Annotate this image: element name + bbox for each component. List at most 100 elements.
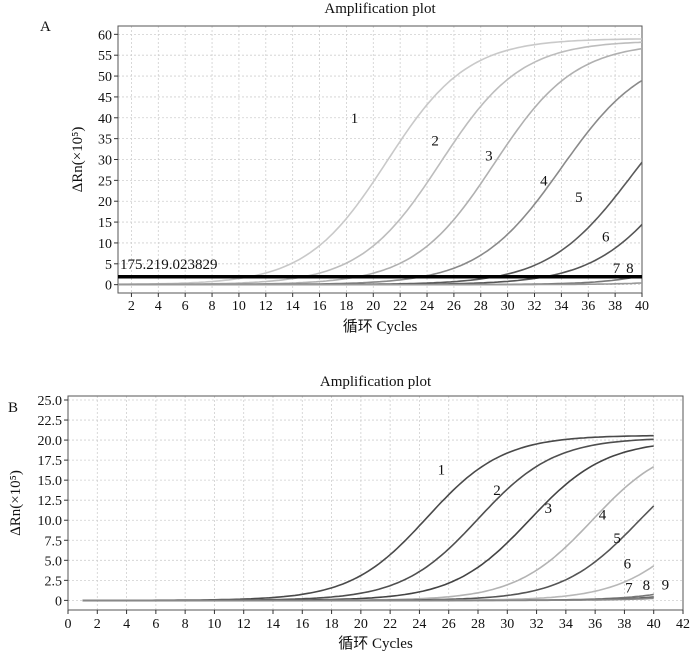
series-label-9: 9 bbox=[662, 577, 670, 593]
y-tick-label: 40 bbox=[98, 112, 112, 127]
axis-ticks: 0 2 4 6 8 10 12 14 16 18 20 22 24 26 28 30 32 34 36 38 40 420… bbox=[38, 394, 691, 632]
series-label-5: 5 bbox=[613, 531, 621, 547]
x-tick-label: 12 bbox=[237, 617, 251, 632]
plot-frame bbox=[67, 395, 684, 611]
series-label-8: 8 bbox=[626, 261, 634, 277]
panel-label: B bbox=[8, 400, 18, 416]
series-label-3: 3 bbox=[545, 501, 553, 517]
series-label-7: 7 bbox=[613, 261, 621, 277]
y-tick-label: 25 bbox=[98, 174, 112, 189]
x-tick-label: 2 bbox=[128, 299, 135, 314]
x-tick-label: 10 bbox=[207, 617, 221, 632]
series-line-8 bbox=[118, 282, 642, 286]
panel-label: A bbox=[40, 19, 51, 35]
y-tick-label: 5 bbox=[105, 258, 112, 273]
x-tick-label: 8 bbox=[182, 617, 189, 632]
x-tick-label: 38 bbox=[617, 617, 631, 632]
y-axis-title: ΔRn(×10⁵) bbox=[8, 470, 24, 536]
series-line-1 bbox=[118, 38, 642, 286]
y-tick-label: 35 bbox=[98, 133, 112, 148]
series-line-4 bbox=[118, 79, 642, 286]
x-tick-label: 6 bbox=[152, 617, 159, 632]
x-tick-label: 42 bbox=[676, 617, 690, 632]
x-tick-label: 32 bbox=[528, 299, 542, 314]
y-tick-label: 15 bbox=[98, 216, 112, 231]
series-lines bbox=[82, 434, 655, 602]
x-tick-label: 30 bbox=[500, 617, 514, 632]
x-tick-label: 16 bbox=[313, 299, 327, 314]
y-tick-label: 7.5 bbox=[45, 534, 63, 549]
x-tick-label: 34 bbox=[554, 299, 568, 314]
x-tick-label: 36 bbox=[581, 299, 595, 314]
y-tick-label: 10 bbox=[98, 237, 112, 252]
x-tick-label: 18 bbox=[339, 299, 353, 314]
y-axis-title: ΔRn(×10⁵) bbox=[70, 127, 86, 193]
y-tick-label: 30 bbox=[98, 154, 112, 169]
x-tick-label: 36 bbox=[588, 617, 602, 632]
y-tick-label: 20 bbox=[98, 195, 112, 210]
y-tick-label: 60 bbox=[98, 28, 112, 43]
series-label-3: 3 bbox=[485, 148, 493, 164]
y-tick-label: 15.0 bbox=[38, 474, 63, 489]
y-tick-label: 45 bbox=[98, 91, 112, 106]
x-tick-label: 28 bbox=[471, 617, 485, 632]
x-tick-label: 26 bbox=[447, 299, 461, 314]
x-tick-label: 26 bbox=[442, 617, 456, 632]
x-tick-label: 20 bbox=[366, 299, 380, 314]
x-tick-label: 4 bbox=[123, 617, 130, 632]
y-tick-label: 17.5 bbox=[38, 454, 63, 469]
series-label-1: 1 bbox=[438, 463, 446, 479]
x-tick-label: 30 bbox=[501, 299, 515, 314]
x-tick-label: 4 bbox=[155, 299, 162, 314]
x-tick-label: 38 bbox=[608, 299, 622, 314]
series-label-7: 7 bbox=[625, 581, 633, 597]
x-axis-title: 循环 Cycles bbox=[338, 635, 413, 652]
series-label-2: 2 bbox=[493, 483, 501, 499]
x-tick-label: 32 bbox=[530, 617, 544, 632]
y-tick-label: 0 bbox=[55, 594, 62, 609]
x-tick-label: 22 bbox=[393, 299, 407, 314]
series-label-6: 6 bbox=[624, 557, 632, 573]
y-tick-label: 0 bbox=[105, 279, 112, 294]
series-labels: 1 2 3 456 7 8 9 bbox=[438, 463, 670, 597]
series-label-2: 2 bbox=[431, 134, 439, 150]
chart-title: Amplification plot bbox=[324, 1, 436, 17]
y-tick-label: 50 bbox=[98, 70, 112, 85]
x-tick-label: 40 bbox=[635, 299, 649, 314]
x-tick-label: 2 bbox=[94, 617, 101, 632]
series-label-4: 4 bbox=[599, 508, 607, 524]
series-label-6: 6 bbox=[602, 230, 610, 246]
axis-ticks: 2 4 6 8 10 12 14 16 18 20 22 24 26 28 30 32 34 36 38 400510… bbox=[98, 28, 649, 314]
series-label-1: 1 bbox=[351, 111, 359, 127]
series-line-9 bbox=[82, 597, 654, 602]
y-tick-label: 20.0 bbox=[38, 434, 63, 449]
x-tick-label: 14 bbox=[266, 617, 280, 632]
grid-lines bbox=[67, 396, 684, 610]
y-tick-label: 5.0 bbox=[45, 554, 63, 569]
y-tick-label: 25.0 bbox=[38, 394, 63, 409]
series-label-8: 8 bbox=[643, 578, 651, 594]
y-tick-label: 22.5 bbox=[38, 414, 63, 429]
x-tick-label: 22 bbox=[383, 617, 397, 632]
x-tick-label: 20 bbox=[354, 617, 368, 632]
y-tick-label: 2.5 bbox=[45, 574, 63, 589]
series-label-5: 5 bbox=[575, 190, 583, 206]
series-labels: 1 2 3 4 5 67 8 bbox=[351, 111, 634, 277]
x-tick-label: 16 bbox=[295, 617, 309, 632]
y-tick-label: 10.0 bbox=[38, 514, 63, 529]
x-tick-label: 12 bbox=[259, 299, 273, 314]
x-tick-label: 24 bbox=[420, 299, 434, 314]
x-tick-label: 6 bbox=[182, 299, 189, 314]
series-line-3 bbox=[82, 445, 654, 602]
x-axis-title: 循环 Cycles bbox=[343, 318, 418, 335]
series-lines bbox=[118, 38, 642, 286]
x-tick-label: 10 bbox=[232, 299, 246, 314]
y-tick-label: 12.5 bbox=[38, 494, 63, 509]
x-tick-label: 14 bbox=[286, 299, 300, 314]
chart-title: Amplification plot bbox=[320, 374, 432, 390]
threshold-label: 175.219.023829 bbox=[120, 257, 218, 273]
x-tick-label: 0 bbox=[65, 617, 72, 632]
